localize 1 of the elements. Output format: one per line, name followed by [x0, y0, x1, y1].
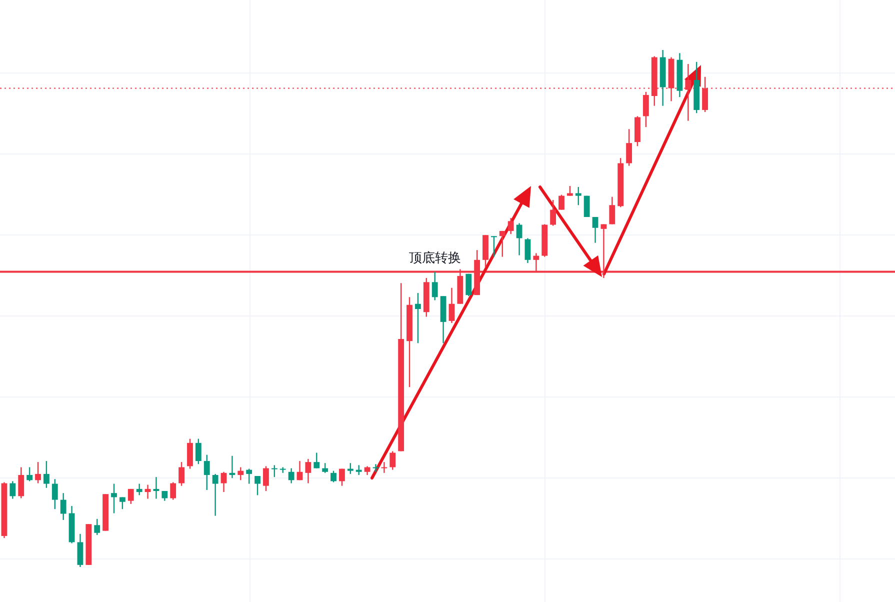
ref-line-label: 顶底转换 — [409, 250, 462, 265]
